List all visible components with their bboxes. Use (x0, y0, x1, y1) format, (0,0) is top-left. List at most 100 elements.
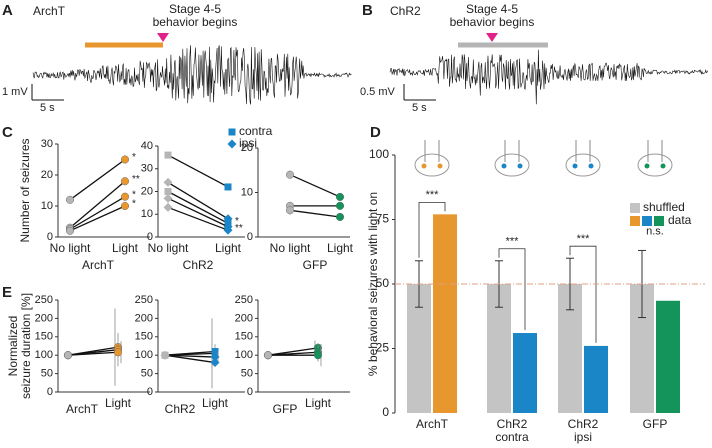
legend-swatch (630, 216, 640, 226)
pair-line (164, 354, 216, 364)
marker (164, 188, 172, 195)
brain-region (437, 163, 443, 169)
x-tick-label: No light (148, 241, 189, 255)
pair-line (167, 197, 229, 228)
x-label: GFP (303, 258, 328, 272)
x-tick-label: No light (270, 241, 311, 255)
pair-line (289, 174, 341, 198)
y-tick-label: 0 (247, 231, 253, 243)
marker (227, 139, 237, 149)
y-tick-label: 150 (135, 331, 153, 343)
scale-label: 0.5 mV (360, 86, 396, 98)
annotation: behavior begins (450, 15, 535, 29)
marker (65, 195, 74, 204)
brain-region (572, 163, 578, 169)
scale-label: 5 s (412, 102, 427, 114)
significance: ** (235, 223, 243, 234)
onset-marker (157, 33, 169, 42)
y-tick-label: 30 (141, 163, 153, 175)
significance: *** (577, 233, 591, 245)
x-label: GFP (273, 402, 298, 416)
marker (113, 348, 122, 357)
y-tick-label: 20 (41, 169, 53, 181)
x-tick-label: Light (215, 241, 242, 255)
pair-line (69, 180, 126, 229)
y-tick-label: 20 (241, 142, 253, 154)
bar (584, 345, 608, 413)
marker (286, 206, 295, 215)
significance: n.s. (646, 225, 664, 237)
significance: * (132, 152, 136, 163)
significance: *** (426, 189, 440, 201)
y-tick-label: 75 (376, 212, 390, 226)
brain-region (644, 163, 650, 169)
y-tick-label: 200 (135, 312, 153, 324)
brain-icon (565, 153, 601, 177)
pair-line (267, 347, 319, 356)
y-tick-label: 10 (241, 186, 253, 198)
pair-line (167, 206, 229, 231)
scale-label: 5 s (40, 102, 55, 114)
marker (120, 177, 129, 186)
x-label: ArchT (66, 402, 99, 416)
y-tick-label: 200 (35, 312, 53, 324)
onset-marker (486, 33, 498, 42)
marker (336, 192, 345, 201)
brain-region (421, 163, 427, 169)
y-tick-label: 30 (41, 138, 53, 150)
y-tick-label: 10 (141, 208, 153, 220)
significance: * (132, 189, 136, 200)
marker (65, 226, 74, 235)
y-tick-label: 250 (235, 294, 253, 306)
x-label: ArchT (82, 258, 115, 272)
brain-icon (637, 153, 673, 177)
x-tick-label: Light (202, 396, 229, 410)
legend-swatch (630, 203, 640, 213)
x-tick-label: Light (327, 241, 354, 255)
x-tick-label: Light (105, 396, 132, 410)
marker (286, 170, 295, 179)
y-tick-label: 25 (376, 341, 390, 355)
y-label: Normalized (6, 316, 20, 377)
marker (211, 348, 219, 356)
x-tick-label: Light (112, 241, 139, 255)
x-tick-sublabel: contra (495, 430, 529, 444)
y-tick-label: 0 (382, 405, 389, 419)
bracket (569, 245, 597, 343)
y-tick-label: 50 (376, 276, 390, 290)
y-label: Number of seizures (18, 138, 32, 242)
brain-icon (414, 153, 450, 177)
pair-line (164, 354, 216, 358)
legend-label: ipsi (239, 136, 257, 150)
marker (223, 225, 233, 235)
y-tick-label: 100 (369, 147, 389, 161)
legend-label: shuffled (643, 200, 685, 214)
y-tick-label: 50 (141, 368, 153, 380)
bar (513, 333, 537, 413)
pair-line (69, 158, 126, 201)
marker (63, 351, 72, 360)
bracket (498, 248, 526, 331)
pair-line (167, 181, 229, 220)
significance: *** (506, 236, 520, 248)
y-tick-label: 100 (135, 349, 153, 361)
brain-region (517, 163, 523, 169)
significance: * (235, 216, 239, 227)
marker (224, 183, 232, 191)
y-tick-label: 0 (47, 231, 53, 243)
marker (210, 358, 220, 368)
y-tick-label: 100 (235, 349, 253, 361)
pair-line (167, 154, 229, 188)
marker (164, 151, 172, 159)
pair-line (167, 190, 229, 224)
y-tick-label: 0 (147, 231, 153, 243)
trace-title: ArchT (33, 4, 66, 18)
marker (314, 351, 323, 360)
x-tick-sublabel: ipsi (574, 430, 592, 444)
bracket (418, 201, 446, 258)
panel-label: A (2, 2, 13, 19)
y-tick-label: 0 (47, 386, 53, 398)
eeg-trace (32, 45, 352, 105)
pair-line (289, 209, 341, 218)
